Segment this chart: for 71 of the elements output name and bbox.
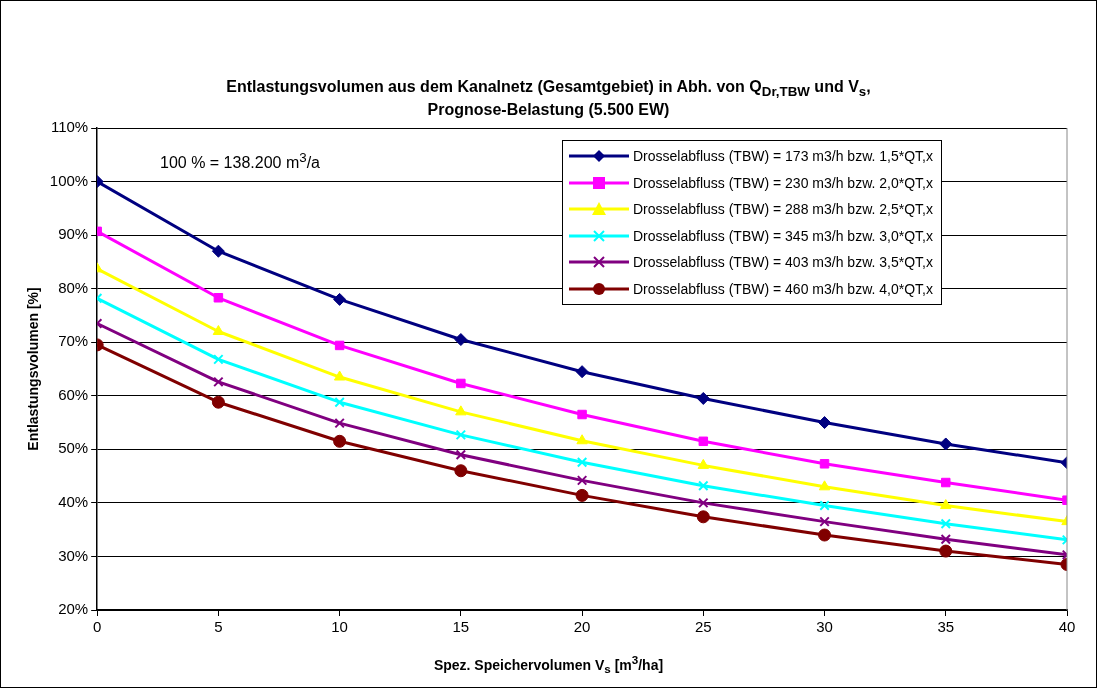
- point: [211, 244, 225, 258]
- point: [333, 370, 346, 381]
- point: [213, 354, 224, 365]
- point: [213, 376, 224, 388]
- point: [696, 391, 710, 405]
- point: [940, 499, 952, 510]
- point: [939, 437, 953, 451]
- y-tick-label: 30%: [58, 546, 89, 564]
- point: [941, 477, 951, 488]
- y-tick-label: 50%: [58, 439, 89, 457]
- x-tick-label: 25: [694, 618, 712, 636]
- point: [334, 417, 345, 429]
- point: [575, 488, 589, 502]
- point: [576, 456, 588, 468]
- point: [818, 528, 832, 542]
- x-tick-label: 30: [816, 618, 833, 636]
- point: [818, 480, 831, 491]
- annotation: 100 % = 138.200 m$^{3}$/a: [160, 150, 320, 173]
- legend-label: Drosselabfluss (TBW) = 403 m3/h bzw. 3,5*QT,x: [633, 254, 933, 271]
- point: [213, 293, 224, 303]
- y-tick-label: 70%: [58, 332, 89, 350]
- chart-subtitle: Prognose-Belastung (5.500 EW): [426, 101, 671, 119]
- y-tick-label: 40%: [58, 493, 89, 511]
- x-tick-label: 0: [92, 618, 102, 636]
- x-tick-label: 40: [1058, 618, 1076, 636]
- point: [819, 500, 830, 511]
- y-axis-title: Entlastungsvolumen [%]: [25, 287, 42, 451]
- point: [333, 292, 347, 306]
- point: [334, 396, 345, 408]
- point: [455, 405, 467, 416]
- point: [576, 475, 588, 486]
- point: [211, 395, 225, 409]
- point: [455, 449, 467, 460]
- point: [940, 534, 952, 545]
- x-tick-label: 10: [331, 618, 348, 636]
- point: [819, 459, 830, 469]
- chart-title: Entlastungsvolumen aus dem Kanalnetz (Gesamtgebiet) in Abh. von Q$_{Dr,TBW}$ und V$_{s}$,: [225, 78, 872, 100]
- point: [940, 518, 952, 530]
- point: [455, 429, 467, 441]
- y-tick-label: 100%: [49, 171, 89, 189]
- y-tick-label: 60%: [58, 385, 89, 403]
- point: [454, 333, 468, 347]
- point: [697, 458, 710, 469]
- x-tick-label: 15: [452, 618, 470, 636]
- y-tick-label: 90%: [58, 225, 89, 243]
- point: [576, 434, 588, 445]
- y-tick-label: 20%: [58, 600, 89, 618]
- point: [698, 436, 709, 447]
- x-axis-title: Spez. Speichervolumen V$_{s}$ [m$^{3}$/ha]: [432, 653, 665, 676]
- legend-label: Drosselabfluss (TBW) = 460 m3/h bzw. 4,0*QT,x: [633, 280, 933, 297]
- legend-label: Drosselabfluss (TBW) = 173 m3/h bzw. 1,5*QT,x: [633, 148, 933, 165]
- x-tick-label: 35: [937, 618, 955, 636]
- point: [575, 365, 589, 379]
- point: [698, 497, 709, 509]
- point: [819, 516, 830, 527]
- point: [939, 544, 953, 558]
- point: [698, 480, 709, 491]
- point: [334, 340, 345, 351]
- legend-label: Drosselabfluss (TBW) = 345 m3/h bzw. 3,0*QT,x: [633, 227, 933, 244]
- y-tick-label: 110%: [50, 118, 89, 136]
- point: [456, 378, 466, 389]
- point: [577, 409, 587, 420]
- point: [696, 510, 710, 524]
- legend-label: Drosselabfluss (TBW) = 230 m3/h bzw. 2,0*QT,x: [633, 174, 933, 191]
- x-tick-label: 20: [573, 618, 591, 636]
- point: [454, 464, 468, 478]
- point: [818, 416, 832, 430]
- legend-label: Drosselabfluss (TBW) = 288 m3/h bzw. 2,5*QT,x: [633, 201, 933, 218]
- y-tick-label: 80%: [58, 278, 89, 296]
- point: [333, 434, 347, 448]
- x-tick-label: 5: [214, 618, 223, 636]
